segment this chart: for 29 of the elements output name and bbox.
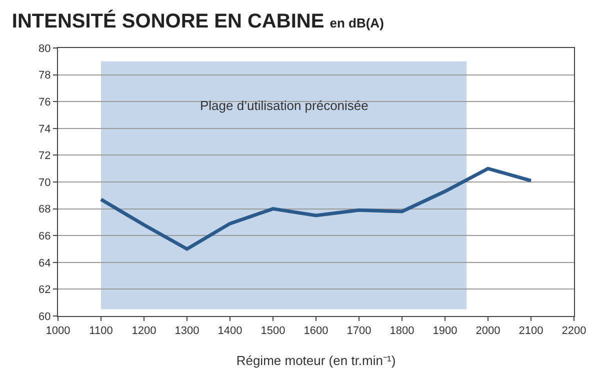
y-tick-label: 78 bbox=[38, 70, 51, 82]
x-tick-label: 1100 bbox=[89, 325, 113, 338]
x-tick-label: 2000 bbox=[476, 325, 500, 338]
y-tick-label: 64 bbox=[38, 257, 51, 270]
y-tick-label: 60 bbox=[38, 310, 51, 323]
y-tick-label: 72 bbox=[38, 150, 51, 162]
x-tick-label: 1500 bbox=[260, 325, 286, 338]
chart-title: INTENSITÉ SONORE EN CABINE bbox=[12, 10, 324, 33]
chart-subtitle: en dB(A) bbox=[330, 16, 384, 31]
y-tick-label: 68 bbox=[38, 204, 51, 216]
x-tick-label: 1800 bbox=[390, 325, 414, 338]
x-tick-label: 1300 bbox=[174, 325, 200, 338]
x-tick-label: 1700 bbox=[346, 325, 372, 338]
x-tick-label: 1000 bbox=[46, 325, 70, 338]
x-tick-label: 2100 bbox=[518, 325, 544, 338]
x-tick-label: 1400 bbox=[218, 325, 242, 338]
y-tick-label: 66 bbox=[38, 230, 51, 242]
y-tick-label: 62 bbox=[38, 284, 51, 296]
x-tick-label: 1600 bbox=[304, 325, 328, 338]
y-tick-label: 74 bbox=[38, 123, 51, 136]
x-tick-label: 2200 bbox=[562, 325, 586, 338]
y-tick-label: 80 bbox=[38, 42, 51, 55]
y-tick-label: 70 bbox=[38, 176, 51, 189]
x-axis-title: Régime moteur (en tr.min⁻¹) bbox=[236, 353, 396, 368]
x-tick-label: 1900 bbox=[432, 325, 458, 338]
band-label: Plage d’utilisation préconisée bbox=[200, 98, 368, 113]
x-tick-label: 1200 bbox=[132, 325, 156, 338]
line-series bbox=[99, 166, 533, 251]
y-tick-label: 76 bbox=[38, 96, 51, 108]
